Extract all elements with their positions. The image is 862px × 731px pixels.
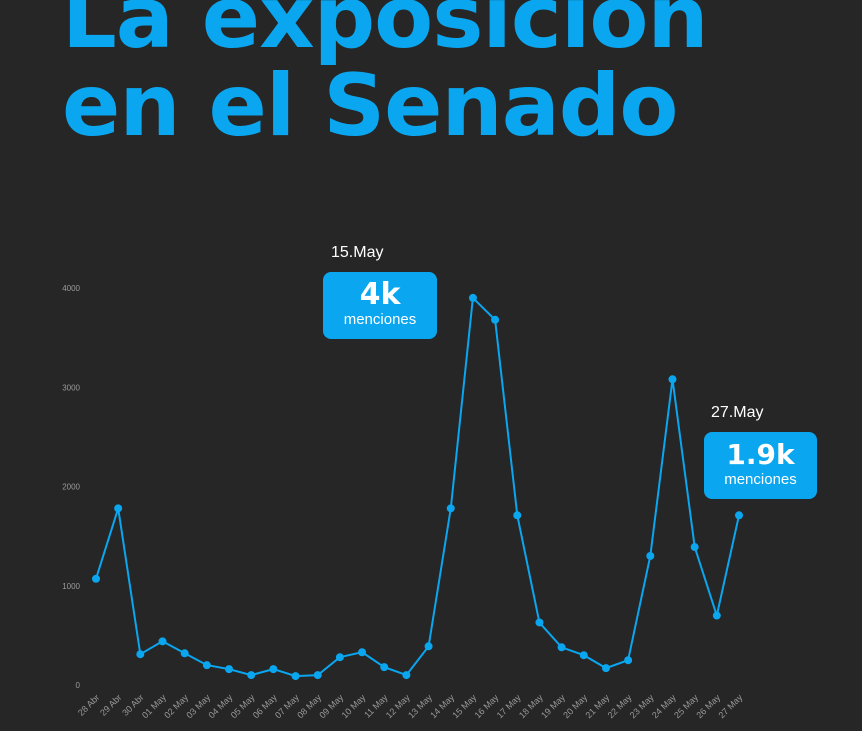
data-point: [513, 511, 522, 520]
x-tick-label: 29 Abr: [98, 692, 123, 717]
data-point: [668, 375, 677, 384]
annotation-box-may27: 1.9k menciones: [704, 432, 817, 499]
data-point: [114, 504, 123, 513]
data-point: [579, 651, 588, 660]
y-axis-ticks: 0 1000 2000 3000 4000: [62, 284, 80, 690]
x-tick-label: 27 May: [716, 692, 744, 720]
y-tick-label: 0: [76, 681, 81, 690]
data-point: [225, 665, 234, 674]
data-point: [158, 637, 167, 646]
annotation-box-may15: 4k menciones: [323, 272, 437, 339]
data-point: [491, 315, 500, 324]
annotation-label-may27: menciones: [724, 471, 797, 488]
y-tick-label: 2000: [62, 483, 80, 492]
y-tick-label: 3000: [62, 383, 80, 392]
annotation-label-may15: menciones: [343, 311, 417, 328]
data-point: [358, 648, 367, 657]
data-point: [712, 611, 721, 620]
data-point: [313, 671, 322, 680]
data-point: [402, 671, 411, 680]
data-point: [624, 656, 633, 665]
data-point: [735, 511, 743, 520]
data-point: [269, 665, 278, 674]
annotation-date-may27: 27.May: [711, 404, 764, 421]
annotation-date-may15: 15.May: [331, 244, 384, 261]
y-tick-label: 1000: [62, 582, 80, 591]
chart-title: La exposición en el Senado: [62, 0, 709, 156]
data-point: [557, 643, 566, 652]
data-point: [468, 293, 477, 302]
title-line-1: La exposición: [62, 0, 709, 68]
data-point: [202, 661, 211, 670]
annotation-value-may27: 1.9k: [726, 438, 795, 471]
data-point: [535, 618, 544, 627]
title-line-2: en el Senado: [62, 56, 678, 156]
data-point: [136, 650, 145, 659]
data-point: [690, 543, 699, 552]
data-point: [601, 664, 610, 673]
data-point: [335, 653, 344, 662]
data-points: [92, 293, 743, 681]
data-point: [380, 663, 389, 672]
data-point: [180, 649, 189, 658]
data-point: [247, 671, 256, 680]
y-tick-label: 4000: [62, 284, 80, 293]
data-point: [291, 672, 300, 681]
series-line: [95, 295, 740, 678]
data-point: [424, 642, 433, 651]
data-point: [446, 504, 455, 513]
x-tick-label: 28 Abr: [76, 692, 101, 717]
x-tick-label: 10 May: [340, 692, 368, 720]
annotation-value-may15: 4k: [359, 277, 401, 312]
data-point: [92, 574, 100, 583]
data-point: [646, 551, 655, 560]
